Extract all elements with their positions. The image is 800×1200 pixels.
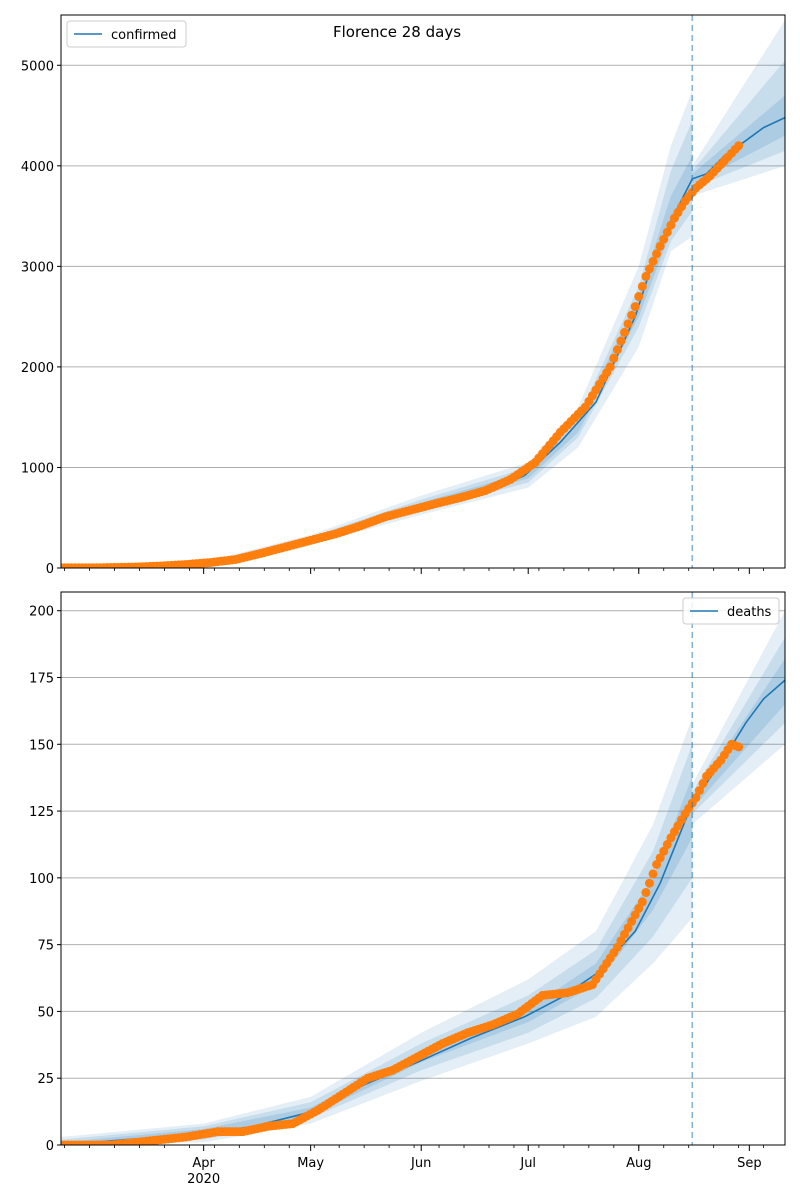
panel1-observed-point [662, 839, 672, 849]
panel1-observed-point [655, 853, 665, 863]
figure-title: Florence 28 days [333, 23, 461, 41]
panel1-observed-point [734, 742, 744, 752]
panel0-observed-point [627, 310, 637, 320]
panel0-observed-point [605, 362, 615, 372]
panel1-y-tick-label: 150 [29, 738, 54, 753]
panel0-y-tick-label: 0 [46, 562, 54, 577]
panel1-legend-label: deaths [727, 605, 772, 620]
panel1-x-tick-label: Jun [410, 1156, 431, 1171]
panel0-band-inner [692, 95, 785, 184]
panel0-legend-label: confirmed [111, 28, 177, 43]
panel0-observed-point [630, 302, 640, 312]
panel1-y-tick-label: 125 [29, 805, 54, 820]
panel0-observed-point [644, 264, 654, 274]
panel0-observed-point [620, 327, 630, 337]
panel1-y-tick-label: 200 [29, 605, 54, 620]
panel1-x-tick-label: 2020 [187, 1172, 220, 1187]
panel0-observed-point [616, 336, 626, 346]
panel1-observed-point [659, 846, 669, 856]
panel0-y-tick-label: 2000 [21, 361, 54, 376]
panel0-observed-point [734, 141, 744, 151]
panel1-observed-point [644, 878, 654, 888]
panel0-band-outer [692, 20, 785, 196]
panel1-observed-point [648, 869, 658, 879]
panel1-plot-area [61, 592, 785, 1145]
panel0-axes-frame [60, 14, 786, 569]
panel1-band-outer [61, 717, 693, 1145]
panel0-observed-point [652, 249, 662, 259]
panel0-plot-area [61, 15, 785, 568]
panel1-x-tick-label: May [297, 1156, 324, 1171]
panel0-band-middle [61, 120, 693, 568]
panel0-y-tick-label: 4000 [21, 160, 54, 175]
panel0-observed-point [662, 227, 672, 237]
panel1-y-tick-label: 25 [37, 1072, 54, 1087]
panel1-legend-box [682, 597, 780, 625]
panel1-y-tick-label: 175 [29, 671, 54, 686]
panel1-observed-point [641, 888, 651, 898]
panel1-observed-point [691, 793, 701, 803]
panel0-observed-point [637, 281, 647, 291]
panel0-observed-point [609, 353, 619, 363]
panel0-y-tick-label: 5000 [21, 59, 54, 74]
panel0-observed-point [612, 345, 622, 355]
panel0-observed-point [623, 319, 633, 329]
panel1-observed-point [694, 786, 704, 796]
panel0-band-inner [61, 155, 693, 568]
panel1-observed-point [698, 778, 708, 788]
panel1-x-tick-label: Aug [626, 1156, 651, 1171]
panel0-legend-box [66, 20, 187, 48]
panel1-y-tick-label: 50 [37, 1005, 54, 1020]
panel1-x-tick-label: Sep [737, 1156, 762, 1171]
panel0-observed-point [648, 256, 658, 266]
panel0-observed-point [655, 241, 665, 251]
panel0-y-tick-label: 1000 [21, 461, 54, 476]
panel0-band-outer [61, 90, 693, 568]
panel0-observed-point [659, 234, 669, 244]
panel1-x-tick-label: Jul [519, 1156, 536, 1171]
confirmed-panel: 0 1000 2000 3000 4000 5000 confirmed [21, 14, 786, 577]
panel1-y-tick-label: 75 [37, 939, 54, 954]
panel0-band-middle [692, 60, 785, 188]
panel0-observed-point [641, 271, 651, 281]
panel1-y-tick-label: 0 [46, 1139, 54, 1154]
panel1-axes-frame [60, 591, 786, 1146]
panel0-y-tick-label: 3000 [21, 260, 54, 275]
panel1-x-tick-label: Apr [192, 1156, 215, 1171]
panel1-observed-point [637, 897, 647, 907]
panel1-y-tick-label: 100 [29, 872, 54, 887]
panel1-observed-point [652, 859, 662, 869]
panel0-observed-point [666, 220, 676, 230]
panel0-observed-point [634, 292, 644, 302]
